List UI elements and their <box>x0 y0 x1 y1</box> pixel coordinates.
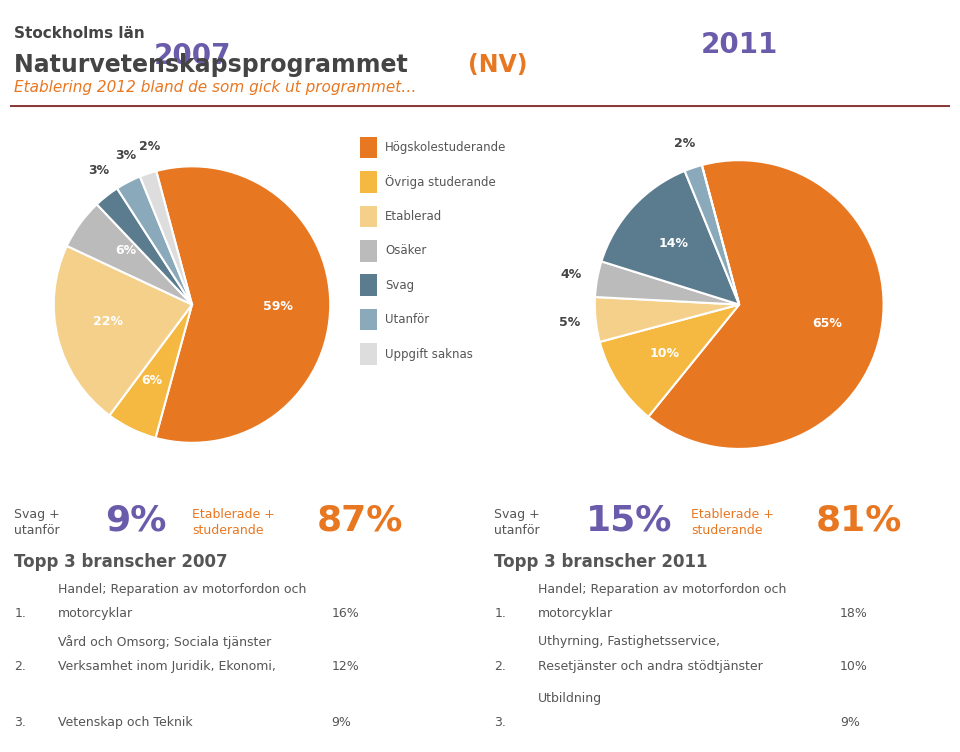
Text: Utbildning: Utbildning <box>538 692 602 705</box>
Text: 81%: 81% <box>816 504 902 538</box>
Bar <box>360 240 377 262</box>
Text: Handel; Reparation av motorfordon och: Handel; Reparation av motorfordon och <box>538 583 786 596</box>
Text: Naturvetenskapsprogrammet: Naturvetenskapsprogrammet <box>14 53 417 77</box>
Text: Verksamhet inom Juridik, Ekonomi,: Verksamhet inom Juridik, Ekonomi, <box>58 660 276 672</box>
Wedge shape <box>600 305 739 417</box>
Text: Topp 3 branscher 2007: Topp 3 branscher 2007 <box>14 553 228 571</box>
Text: (NV): (NV) <box>468 53 527 77</box>
Text: 10%: 10% <box>840 660 868 672</box>
Text: 12%: 12% <box>331 660 359 672</box>
Text: 9%: 9% <box>840 716 860 729</box>
Text: 9%: 9% <box>331 716 351 729</box>
Bar <box>360 274 377 296</box>
Text: Etablerad: Etablerad <box>385 210 443 223</box>
Text: 65%: 65% <box>812 317 842 329</box>
Wedge shape <box>54 246 192 415</box>
Wedge shape <box>648 160 883 449</box>
Text: Utanför: Utanför <box>385 313 429 326</box>
Text: Vetenskap och Teknik: Vetenskap och Teknik <box>58 716 192 729</box>
Text: 18%: 18% <box>840 607 868 620</box>
Wedge shape <box>684 165 739 305</box>
Text: 14%: 14% <box>659 238 688 250</box>
Text: motorcyklar: motorcyklar <box>538 607 612 620</box>
Wedge shape <box>595 262 739 305</box>
Text: 1.: 1. <box>14 607 26 620</box>
Text: Svag: Svag <box>385 279 415 292</box>
Text: 3%: 3% <box>115 149 136 162</box>
Text: Uthyrning, Fastighetsservice,: Uthyrning, Fastighetsservice, <box>538 635 720 648</box>
Text: 87%: 87% <box>317 504 403 538</box>
Text: 2007: 2007 <box>154 41 230 70</box>
Text: 3.: 3. <box>494 716 506 729</box>
Text: Uppgift saknas: Uppgift saknas <box>385 347 473 360</box>
Text: 2.: 2. <box>494 660 506 672</box>
Bar <box>360 309 377 330</box>
Text: Topp 3 branscher 2011: Topp 3 branscher 2011 <box>494 553 708 571</box>
Text: 6%: 6% <box>115 244 136 257</box>
Text: 2%: 2% <box>139 141 160 153</box>
Text: motorcyklar: motorcyklar <box>58 607 132 620</box>
Wedge shape <box>601 171 739 305</box>
Bar <box>360 171 377 193</box>
Wedge shape <box>97 189 192 305</box>
Wedge shape <box>67 205 192 305</box>
Text: 22%: 22% <box>93 315 123 328</box>
Bar <box>360 205 377 227</box>
Text: Stockholms län: Stockholms län <box>14 26 145 41</box>
Text: 16%: 16% <box>331 607 359 620</box>
Text: 3.: 3. <box>14 716 26 729</box>
Wedge shape <box>702 165 739 305</box>
Wedge shape <box>109 305 192 438</box>
Text: 9%: 9% <box>106 504 167 538</box>
Text: 1.: 1. <box>494 607 506 620</box>
Text: 15%: 15% <box>586 504 672 538</box>
Text: Svag +
utanför: Svag + utanför <box>14 508 60 537</box>
Text: Handel; Reparation av motorfordon och: Handel; Reparation av motorfordon och <box>58 583 306 596</box>
Text: Naturvetenskapsprogrammet: Naturvetenskapsprogrammet <box>14 53 417 77</box>
Wedge shape <box>156 166 330 443</box>
Text: 10%: 10% <box>649 347 679 359</box>
Text: 5%: 5% <box>559 316 581 329</box>
Text: 59%: 59% <box>263 300 293 313</box>
Text: Högskolestuderande: Högskolestuderande <box>385 141 507 154</box>
Text: Osäker: Osäker <box>385 244 426 257</box>
Text: Etablerade +
studerande: Etablerade + studerande <box>691 508 774 537</box>
Text: 3%: 3% <box>88 164 109 177</box>
Text: 6%: 6% <box>141 374 162 387</box>
Text: 2.: 2. <box>14 660 26 672</box>
Wedge shape <box>595 297 739 342</box>
Text: Svag +
utanför: Svag + utanför <box>494 508 540 537</box>
Text: 2%: 2% <box>674 137 695 150</box>
Bar <box>360 137 377 159</box>
Wedge shape <box>140 171 192 305</box>
Bar <box>360 343 377 365</box>
Wedge shape <box>117 177 192 305</box>
Text: 4%: 4% <box>561 268 582 281</box>
Text: Vård och Omsorg; Sociala tjänster: Vård och Omsorg; Sociala tjänster <box>58 635 271 650</box>
Text: Resetjänster och andra stödtjänster: Resetjänster och andra stödtjänster <box>538 660 762 672</box>
Text: Etablerade +
studerande: Etablerade + studerande <box>192 508 275 537</box>
Text: Övriga studerande: Övriga studerande <box>385 175 496 189</box>
Text: Etablering 2012 bland de som gick ut programmet…: Etablering 2012 bland de som gick ut pro… <box>14 80 417 96</box>
Text: 2011: 2011 <box>701 31 778 59</box>
